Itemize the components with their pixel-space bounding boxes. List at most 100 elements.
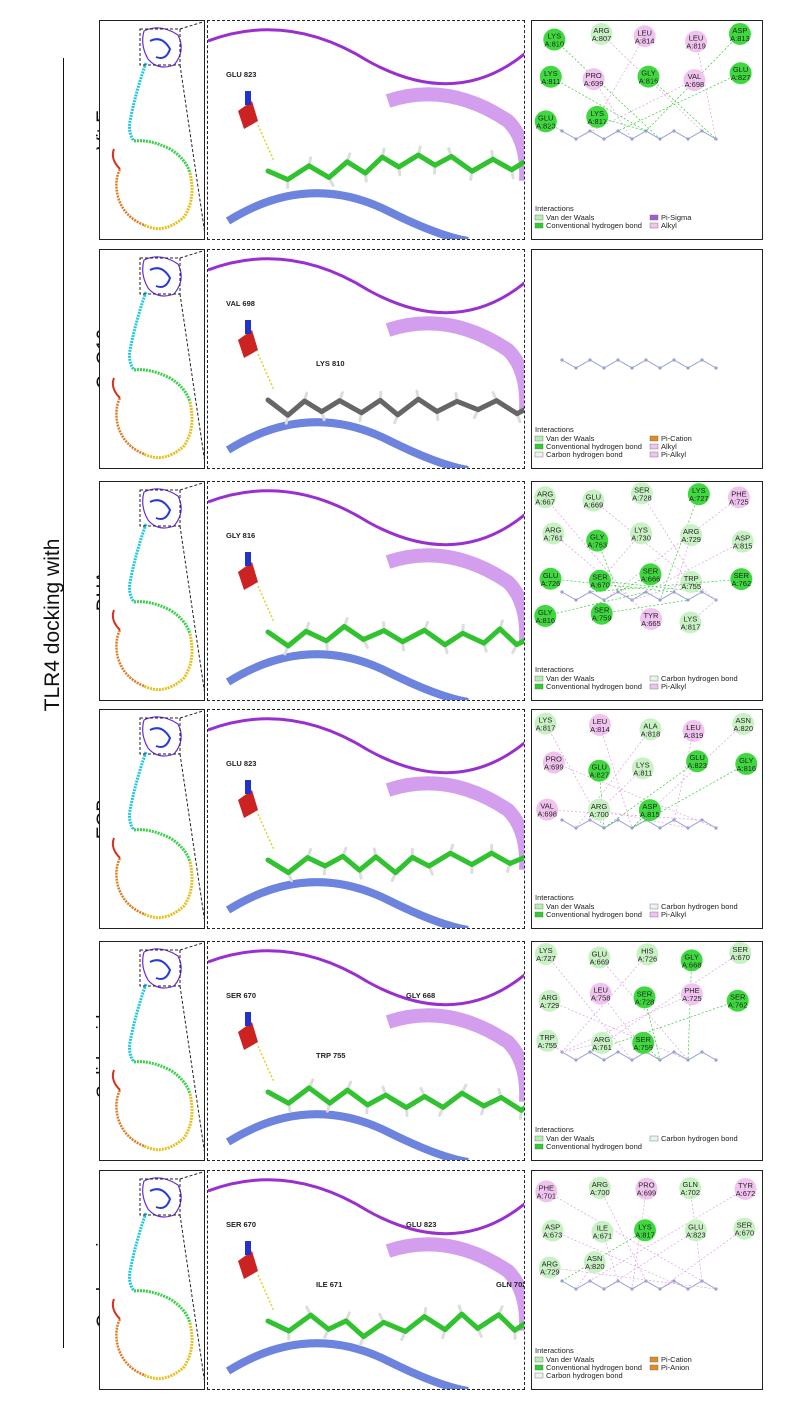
interaction-line xyxy=(561,1042,603,1053)
ribbon-loop xyxy=(208,28,524,86)
residue-name: GLU xyxy=(688,1222,703,1231)
ligand-atom xyxy=(686,598,690,602)
residue-name: TYR xyxy=(738,1181,754,1190)
legend-label: Pi-Anion xyxy=(661,1363,689,1372)
residue-number: A:819 xyxy=(686,42,706,51)
ligand-bond xyxy=(493,398,520,417)
residue-name: LYS xyxy=(636,760,650,769)
ligand-atom xyxy=(630,366,634,370)
residue-3d-label: GLY 816 xyxy=(226,531,255,540)
ligand-bond xyxy=(326,159,350,181)
interaction-line xyxy=(617,72,741,132)
protein-sheet-green xyxy=(133,828,192,863)
residue-name: GLU xyxy=(733,65,748,74)
binding-pose-panel: GLU 823 xyxy=(207,20,525,240)
legend-label: Conventional hydrogen bond xyxy=(546,682,642,691)
protein-sheet-yellow xyxy=(143,401,194,460)
ligand-bond xyxy=(498,1094,524,1113)
ligand-bond xyxy=(285,628,309,649)
binding-pose-panel: VAL 698 LYS 810 xyxy=(207,249,525,469)
residue-name: LYS xyxy=(638,1222,652,1231)
protein-helix-blue xyxy=(149,38,172,59)
residue-number: A:665 xyxy=(641,619,661,628)
ribbon-strand-blue xyxy=(225,650,469,700)
residue-name: GLU xyxy=(592,950,607,959)
interaction-line xyxy=(687,960,692,1061)
protein-overview-svg xyxy=(111,942,204,1152)
legend-label: Conventional hydrogen bond xyxy=(546,221,642,230)
residue-name: GLU xyxy=(538,113,553,122)
legend-swatch xyxy=(649,451,659,458)
residue-name: TYR xyxy=(643,611,659,620)
legend-swatch xyxy=(649,1356,659,1363)
ligand-bond xyxy=(459,1090,487,1109)
residue-3d-label: GLN 702 xyxy=(496,1280,525,1289)
ligand-atom xyxy=(658,826,662,830)
ribbon-loop xyxy=(208,257,524,315)
protein-domain-top xyxy=(142,716,182,757)
legend-swatch xyxy=(534,214,544,221)
ligand-bond xyxy=(432,153,454,168)
ligand-bond xyxy=(469,156,496,174)
legend-label: Van der Waals xyxy=(546,902,595,911)
ligand-bond xyxy=(421,627,448,648)
residue-name: LEU xyxy=(686,723,701,732)
residue-name: ARG xyxy=(537,489,553,498)
residue-number: A:761 xyxy=(592,1043,612,1052)
ligand-atom xyxy=(714,1058,718,1062)
interaction-line xyxy=(552,1230,689,1290)
ligand-bond xyxy=(403,1093,427,1111)
protein-sheet-yellow xyxy=(143,1093,194,1152)
residue-name: GLY xyxy=(684,952,698,961)
binding-pose-panel: GLU 823 xyxy=(207,709,525,929)
residue-name: VAL xyxy=(688,72,702,81)
legend-label: Carbon hydrogen bond xyxy=(546,1371,623,1380)
legend-title: Interactions xyxy=(535,425,574,434)
interaction-line xyxy=(603,497,740,601)
legend-swatch xyxy=(534,443,544,450)
ribbon-helix xyxy=(385,548,524,642)
residue-name: ASP xyxy=(732,26,747,35)
ligand-bond xyxy=(303,628,329,644)
residue-number: A:670 xyxy=(730,953,750,962)
ligand-bond xyxy=(489,850,513,866)
interaction-2d-panel: Interactions Van der Waals Pi-Cation Conven… xyxy=(531,249,763,469)
legend-swatch xyxy=(534,675,544,682)
residue-name: HIS xyxy=(641,946,654,955)
legend-label: Conventional hydrogen bond xyxy=(546,442,642,451)
residue-number: A:759 xyxy=(592,614,612,623)
ribbon-loop xyxy=(208,949,524,1007)
protein-sheet-yellow xyxy=(143,1322,194,1381)
legend-label: Van der Waals xyxy=(546,674,595,683)
figure-title: TLR4 docking with xyxy=(41,538,64,712)
residue-number: A:673 xyxy=(543,1231,563,1240)
legend-swatch xyxy=(649,443,659,450)
residue-name: LEU xyxy=(593,986,608,995)
ligand-bond xyxy=(514,638,524,648)
protein-sheet-green xyxy=(133,368,192,403)
interaction-line xyxy=(575,1188,746,1290)
residue-3d-label: SER 670 xyxy=(226,991,256,1000)
residue-number: A:807 xyxy=(592,34,612,43)
zoom-line-top xyxy=(179,482,204,491)
residue-number: A:699 xyxy=(637,1189,657,1198)
ligand-atom xyxy=(700,818,704,822)
residue-number: A:819 xyxy=(684,731,704,740)
residue-number: A:827 xyxy=(589,771,609,780)
protein-overview-panel xyxy=(99,709,205,929)
protein-overview-panel xyxy=(99,1170,205,1390)
ligand-atom xyxy=(616,358,620,362)
legend-swatch xyxy=(649,222,659,229)
interaction-line xyxy=(545,591,647,617)
ligand-bond xyxy=(286,1312,314,1334)
interaction-line xyxy=(599,1187,647,1282)
legend-swatch xyxy=(649,911,659,918)
residue-name: ASN xyxy=(587,1254,602,1263)
